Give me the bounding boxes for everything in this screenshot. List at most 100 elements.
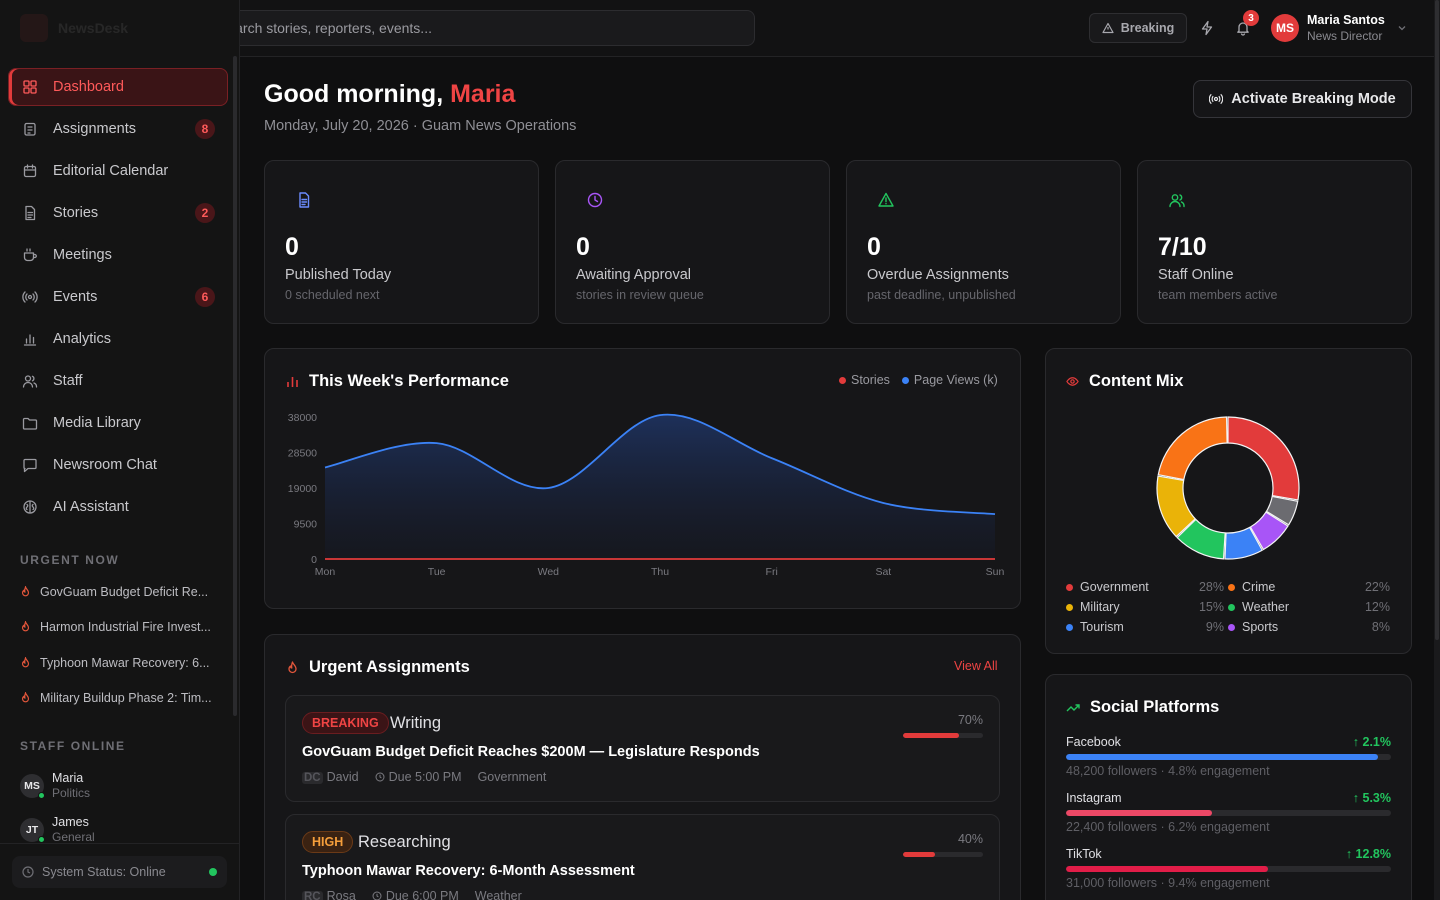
progress-bar [903, 852, 983, 857]
sidebar-scrollbar[interactable] [233, 56, 237, 716]
sidebar-item-newsroom-chat[interactable]: Newsroom Chat [8, 446, 228, 484]
stat-card[interactable]: 0 Published Today 0 scheduled next [264, 160, 539, 324]
stat-sublabel: stories in review queue [576, 288, 704, 302]
staff-item[interactable]: MS Maria Politics [20, 764, 225, 808]
assignment-card[interactable]: HIGH Researching Typhoon Mawar Recovery: 6… [285, 814, 1000, 900]
scrollbar-thumb[interactable] [1435, 0, 1439, 640]
staff-info: James General [52, 815, 95, 845]
legend-item: Sports 8% [1228, 620, 1390, 634]
donut-slice-crime[interactable] [1157, 416, 1228, 481]
avatar-initials: JT [25, 824, 39, 836]
staff-online-title: STAFF ONLINE [20, 739, 126, 753]
breaking-button[interactable]: Breaking [1089, 13, 1187, 43]
lightning-icon[interactable] [1195, 16, 1219, 40]
breaking-mode-label: Activate Breaking Mode [1231, 91, 1396, 107]
sidebar-item-events[interactable]: Events 6 [8, 278, 228, 316]
x-tick-label: Tue [428, 566, 446, 578]
legend-item: Government 28% [1066, 580, 1228, 594]
social-meta: 31,000 followers · 9.4% engagement [1066, 876, 1270, 890]
progress-fill [903, 733, 959, 738]
donut-slice-weather[interactable] [1176, 518, 1226, 560]
warning-icon [1102, 22, 1114, 34]
sidebar-item-ai-assistant[interactable]: AI Assistant [8, 488, 228, 526]
divider [0, 843, 239, 844]
legend-percent: 22% [1364, 580, 1390, 594]
legend-name: Government [1080, 580, 1149, 594]
social-progress-bar [1066, 866, 1391, 872]
sidebar-item-editorial-calendar[interactable]: Editorial Calendar [8, 152, 228, 190]
urgent-item[interactable]: Harmon Industrial Fire Invest... [20, 610, 225, 646]
assignment-card[interactable]: BREAKING Writing GovGuam Budget Deficit Re… [285, 695, 1000, 802]
due-time: Due 6:00 PM [372, 889, 459, 900]
urgent-item-text: Typhoon Mawar Recovery: 6... [40, 655, 210, 670]
priority-tag: BREAKING [302, 712, 389, 734]
sidebar-item-staff[interactable]: Staff [8, 362, 228, 400]
donut-slice-government[interactable] [1227, 416, 1300, 501]
flame-icon [288, 660, 297, 673]
legend-dot [1228, 583, 1235, 591]
progress-percent: 40% [957, 832, 983, 846]
stat-card[interactable]: 7/10 Staff Online team members active [1137, 160, 1412, 324]
staff-name: James [52, 815, 89, 829]
calendar-icon [21, 162, 39, 180]
sidebar-item-media-library[interactable]: Media Library [8, 404, 228, 442]
stat-card[interactable]: 0 Awaiting Approval stories in review queu… [555, 160, 830, 324]
staff-role: Politics [52, 786, 91, 800]
activate-breaking-mode-button[interactable]: Activate Breaking Mode [1193, 80, 1412, 118]
urgent-item[interactable]: Military Buildup Phase 2: Tim... [20, 681, 225, 717]
bar-chart-icon [287, 377, 298, 387]
assignment-title[interactable]: Typhoon Mawar Recovery: 6-Month Assessme… [302, 863, 635, 879]
sidebar-item-label: Staff [53, 373, 83, 389]
brand[interactable]: NewsDesk [20, 14, 128, 42]
search-input[interactable] [240, 20, 732, 36]
chevron-down-icon[interactable] [1397, 20, 1407, 38]
sidebar-item-assignments[interactable]: Assignments 8 [8, 110, 228, 148]
system-status[interactable]: System Status: Online [12, 856, 227, 888]
assignment-title[interactable]: GovGuam Budget Deficit Reaches $200M — L… [302, 744, 760, 760]
online-dot [38, 836, 45, 843]
sidebar-item-dashboard[interactable]: Dashboard [8, 68, 228, 106]
sidebar-item-label: Dashboard [53, 79, 124, 95]
brand-logo [20, 14, 48, 42]
legend-name: Military [1080, 600, 1120, 614]
legend-percent: 28% [1198, 580, 1224, 594]
legend-dot [1066, 623, 1073, 631]
stat-label: Published Today [285, 267, 392, 283]
due-time: Due 5:00 PM [375, 770, 462, 784]
sidebar-item-analytics[interactable]: Analytics [8, 320, 228, 358]
social-item-tiktok[interactable]: TikTok ↑ 12.8% 31,000 followers · 9.4% eng… [1066, 847, 1391, 890]
urgent-item[interactable]: GovGuam Budget Deficit Re... [20, 574, 225, 610]
view-all-link[interactable]: View All [954, 659, 998, 673]
social-growth: ↑ 12.8% [1345, 847, 1391, 861]
stat-card[interactable]: 0 Overdue Assignments past deadline, unpub… [846, 160, 1121, 324]
urgent-assignments-title-text: Urgent Assignments [309, 658, 470, 676]
donut-slice-military[interactable] [1156, 475, 1197, 538]
legend-stories-label: Stories [851, 373, 890, 387]
user-role: News Director [1307, 29, 1383, 43]
sidebar-item-label: AI Assistant [53, 499, 129, 515]
trending-up-icon [1066, 703, 1080, 711]
sidebar-item-stories[interactable]: Stories 2 [8, 194, 228, 232]
social-item-facebook[interactable]: Facebook ↑ 2.1% 48,200 followers · 4.8% en… [1066, 735, 1391, 778]
count-badge: 6 [195, 287, 215, 307]
avatar: JT [20, 818, 45, 843]
user-name[interactable]: Maria Santos [1307, 13, 1385, 27]
bell-icon[interactable]: 3 [1231, 10, 1259, 40]
donut-slice-other[interactable] [1265, 495, 1299, 526]
legend-percent: 15% [1198, 600, 1224, 614]
social-item-instagram[interactable]: Instagram ↑ 5.3% 22,400 followers · 6.2% e… [1066, 791, 1391, 834]
sidebar-item-meetings[interactable]: Meetings [8, 236, 228, 274]
user-avatar[interactable]: MS [1271, 14, 1299, 42]
donut-slice-tourism[interactable] [1224, 526, 1264, 560]
sidebar-item-label: Editorial Calendar [53, 163, 169, 179]
urgent-item[interactable]: Typhoon Mawar Recovery: 6... [20, 645, 225, 681]
greeting-name: Maria [450, 80, 516, 108]
progress-bar [903, 733, 983, 738]
document-icon [295, 191, 313, 214]
search-box[interactable] [240, 10, 755, 46]
stat-value: 0 [867, 233, 881, 261]
donut-slice-sports[interactable] [1249, 511, 1289, 551]
reporter: RC Rosa [302, 889, 356, 900]
page-scrollbar[interactable] [1434, 0, 1440, 900]
staff-item[interactable]: JT James General [20, 808, 225, 852]
